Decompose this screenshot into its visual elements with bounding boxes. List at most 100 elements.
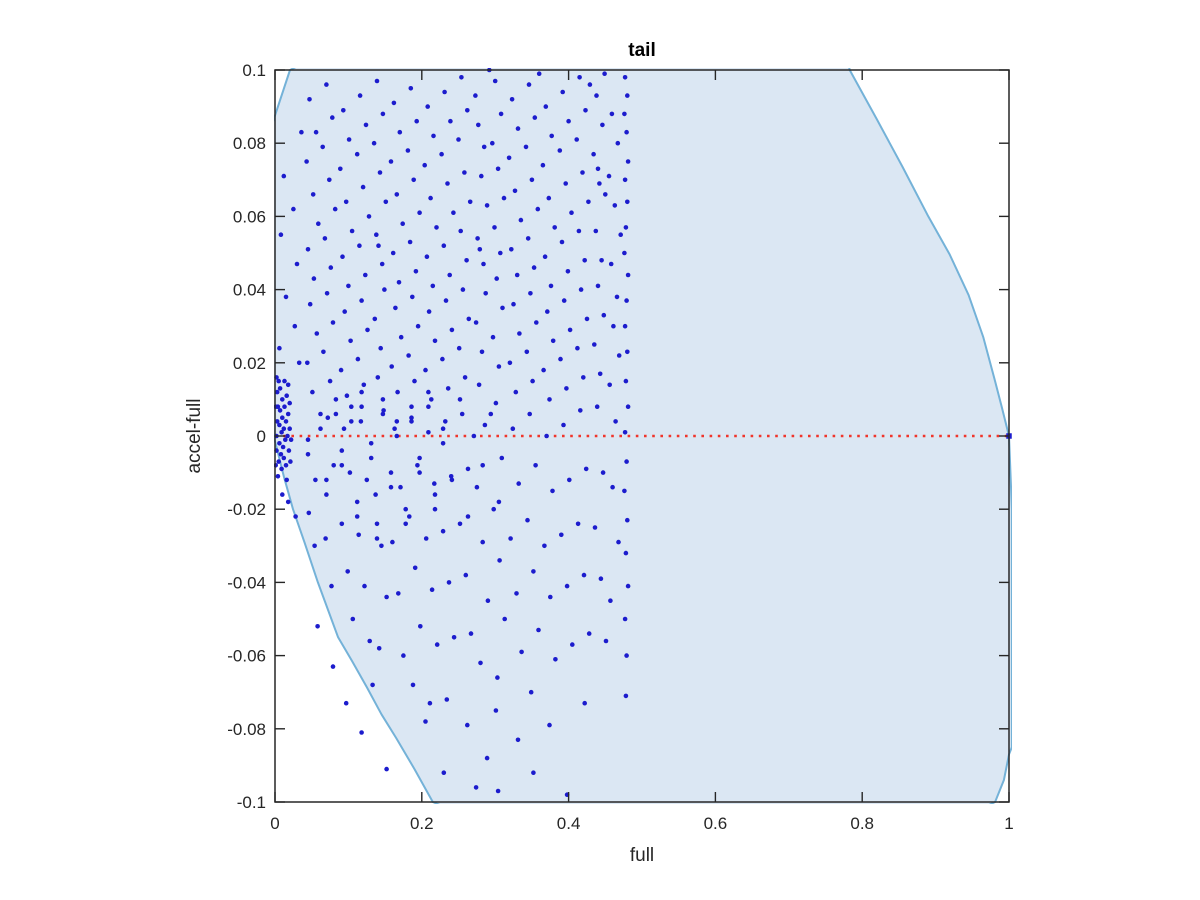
data-point <box>557 148 563 153</box>
data-point <box>595 283 601 289</box>
data-point <box>397 129 403 135</box>
data-point <box>373 492 378 497</box>
data-point <box>292 323 298 329</box>
data-point <box>513 389 519 395</box>
data-point <box>575 521 581 527</box>
data-point <box>330 664 336 669</box>
data-point <box>359 404 364 410</box>
y-tick-label: -0.08 <box>227 720 266 739</box>
data-point <box>462 170 467 175</box>
y-tick-label: 0.1 <box>242 61 266 80</box>
data-point <box>478 660 483 666</box>
data-point <box>496 499 502 505</box>
axis-ticks <box>274 69 1010 803</box>
data-point <box>614 294 620 300</box>
data-point <box>611 323 616 329</box>
data-point <box>463 572 469 578</box>
data-point <box>374 78 380 84</box>
plot-render-root: 0 0.2 0.4 0.6 0.8 1 0.1 0.08 0.06 0.04 0.02 0 -0.02 -… <box>227 61 1013 833</box>
data-point <box>481 144 487 150</box>
data-point <box>275 474 281 479</box>
data-point <box>578 408 583 413</box>
data-point <box>426 430 431 435</box>
y-tick-label: 0.06 <box>233 207 266 226</box>
data-point <box>418 624 423 629</box>
data-point <box>564 583 570 589</box>
data-point <box>434 225 439 230</box>
data-point <box>519 649 524 655</box>
data-point <box>591 151 596 157</box>
data-point <box>559 239 565 245</box>
data-point <box>288 437 294 443</box>
data-point <box>456 345 462 351</box>
data-point <box>341 426 347 432</box>
y-tick-label: 0.02 <box>233 354 266 373</box>
data-point <box>492 225 497 230</box>
data-point <box>388 159 394 164</box>
x-tick-label: 1 <box>1004 814 1013 833</box>
data-point <box>603 192 608 197</box>
data-point <box>344 393 350 399</box>
y-tick-label: -0.1 <box>237 793 266 812</box>
data-point <box>498 111 504 117</box>
data-point <box>277 386 283 391</box>
data-point <box>346 283 351 289</box>
data-point <box>432 492 438 497</box>
data-point <box>311 276 317 281</box>
x-tick-label: 0.2 <box>410 814 434 833</box>
data-point <box>616 353 622 358</box>
data-point <box>510 426 516 432</box>
data-point <box>567 477 572 483</box>
data-point <box>400 221 406 226</box>
data-point <box>545 309 550 314</box>
data-point <box>508 536 513 541</box>
data-point <box>500 305 505 311</box>
data-point <box>474 484 480 490</box>
data-point <box>443 298 449 303</box>
data-point <box>580 170 585 175</box>
data-point <box>597 371 603 377</box>
data-point <box>358 419 364 424</box>
y-tick-label: 0.08 <box>233 134 266 153</box>
data-point <box>559 532 564 538</box>
x-tick-label: 0.8 <box>850 814 874 833</box>
data-point <box>398 334 404 340</box>
data-point <box>415 323 421 329</box>
data-point <box>278 232 284 237</box>
data-point <box>341 108 346 113</box>
data-point <box>563 181 568 186</box>
data-point <box>287 400 293 406</box>
data-point <box>429 397 434 402</box>
data-point <box>622 430 628 435</box>
data-point <box>345 569 351 574</box>
data-point <box>327 177 332 183</box>
data-point <box>616 539 621 545</box>
data-point <box>294 261 300 267</box>
data-point <box>625 272 631 278</box>
data-point <box>542 543 547 549</box>
data-point <box>460 287 466 292</box>
data-point <box>411 177 417 183</box>
data-point <box>276 378 282 384</box>
data-point <box>623 378 629 384</box>
data-point <box>381 408 386 413</box>
data-point <box>625 517 630 523</box>
y-tick-label: -0.06 <box>227 647 266 666</box>
data-point <box>622 250 627 256</box>
data-point <box>330 115 335 120</box>
data-point <box>511 301 516 307</box>
data-point <box>446 580 452 585</box>
data-point <box>451 210 456 215</box>
data-point <box>480 463 486 468</box>
data-point <box>394 433 400 439</box>
data-point <box>547 397 552 402</box>
data-point <box>542 254 548 259</box>
data-point <box>530 378 535 384</box>
data-point <box>364 477 370 483</box>
data-point <box>622 323 628 329</box>
y-axis-label: accel-full <box>184 399 205 474</box>
data-point <box>285 411 291 417</box>
data-point <box>346 137 352 142</box>
data-point <box>430 283 436 289</box>
